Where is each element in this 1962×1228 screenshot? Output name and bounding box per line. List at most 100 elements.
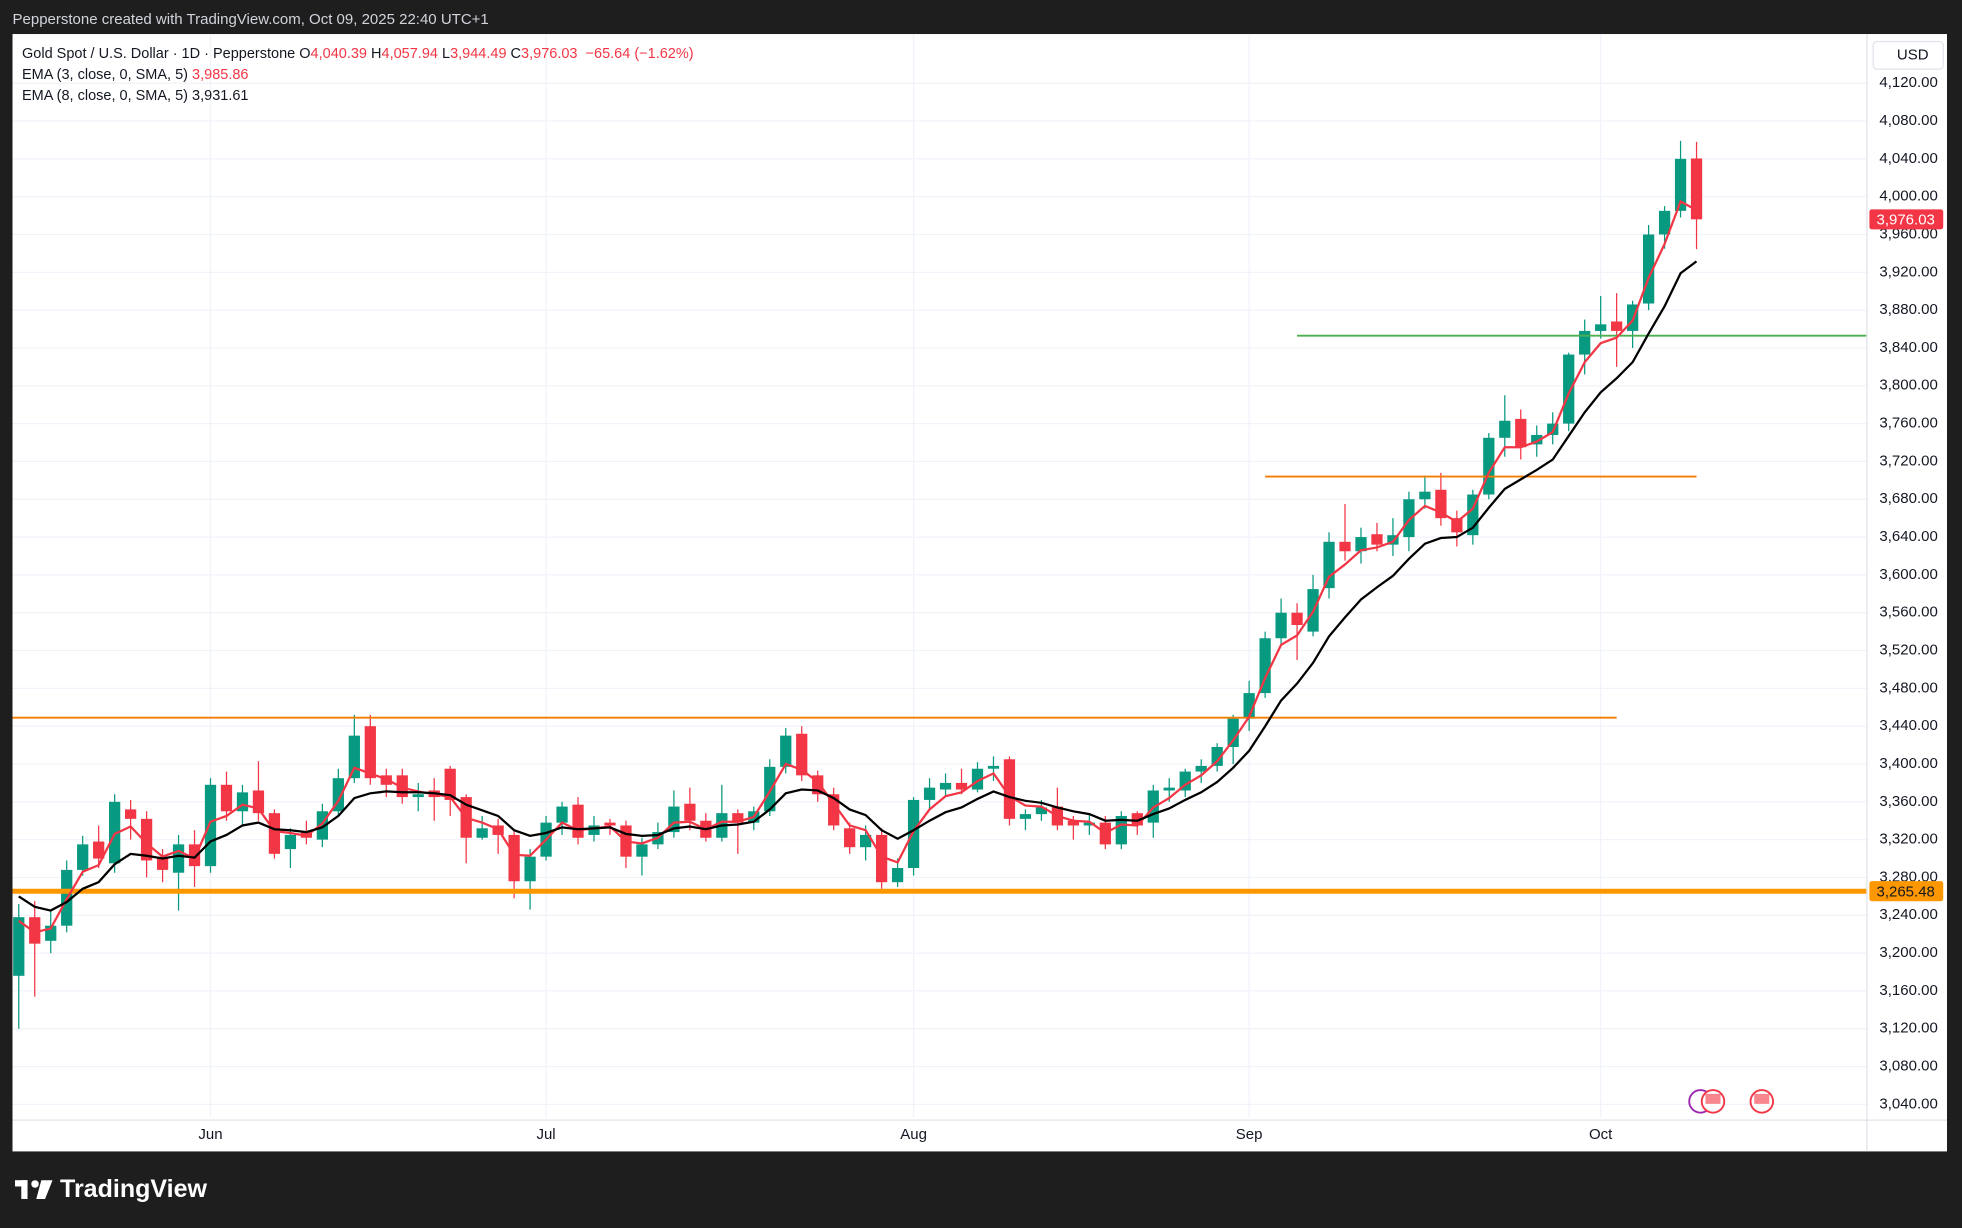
candle-body [444,768,456,800]
y-tick-label: 3,240.00 [1879,906,1937,923]
ohlc-value: 3,976.03 [521,46,578,62]
series-name: EMA (8, close, 0, SMA, 5) [22,88,188,104]
candle-body [236,792,249,812]
candle-body [1243,693,1255,719]
y-tick-label: 3,080.00 [1879,1058,1937,1075]
y-tick-label: 3,720.00 [1879,452,1937,469]
candle-body [1035,807,1048,815]
y-tick-label: 4,120.00 [1879,74,1937,91]
x-tick-label: Sep [1236,1126,1263,1143]
candle-body [284,834,297,850]
candle-body [1371,534,1383,545]
brand-logo [15,1180,53,1199]
candle-body [188,844,201,867]
candle-body [572,804,584,838]
candle-body [780,735,792,767]
candle-body [732,813,744,823]
y-tick-label: 3,360.00 [1879,793,1937,810]
ema-line [18,199,1698,934]
y-tick-label: 3,760.00 [1879,415,1937,432]
x-tick-label: Jun [198,1126,222,1143]
candle-body [764,766,776,812]
candle-body [1611,321,1623,331]
ema-line [18,260,1698,912]
y-tick-label: 4,040.00 [1879,150,1937,167]
candle-body [172,844,185,873]
candle-body [348,735,360,779]
ohlc-key: L [441,46,451,62]
candle-body [156,856,169,870]
y-tick-label: 3,920.00 [1879,263,1937,280]
series-name: EMA (3, close, 0, SMA, 5) [22,67,188,83]
candle-body [252,790,265,814]
candle-body [1275,612,1287,639]
candle-body [939,782,952,790]
candle-body [812,775,824,795]
x-tick-label: Jul [536,1126,555,1143]
event-icons[interactable] [1688,1089,1774,1114]
y-tick-label: 3,440.00 [1879,717,1937,734]
candle-body [412,794,424,798]
x-tick-label: Oct [1589,1126,1613,1143]
candle-body [971,768,984,790]
candle-body [476,828,488,838]
legend-row: Gold Spot / U.S. Dollar · 1D · Peppersto… [22,44,694,65]
currency-box[interactable] [1872,40,1944,70]
candle-body [891,868,904,883]
price-label: 3,976.03 [1876,212,1934,229]
candle-body [1291,612,1303,626]
y-tick-label: 3,560.00 [1879,604,1937,621]
candle-body [604,822,616,826]
ohlc-value: 4,040.39 [310,46,367,62]
currency: USD [1897,46,1929,63]
candle-body [109,801,121,864]
candle-body [1323,541,1335,589]
candle-body [875,834,888,883]
series-value: 3,931.61 [192,88,249,104]
y-tick-label: 3,600.00 [1879,566,1937,583]
candle-body [636,844,648,857]
candle-body [1642,234,1655,304]
candle-body [508,834,520,882]
candle-body [987,765,1000,769]
candle-body [1131,813,1143,826]
price-label: 3,265.48 [1876,883,1934,900]
candle-body [1483,437,1495,495]
candle-body [1595,324,1607,331]
candle-body [1690,158,1703,220]
candle-body [1259,638,1271,694]
candle-body [1658,210,1671,235]
candle-body [316,811,328,840]
candle-body [332,778,344,812]
candle-body [1019,814,1032,819]
candle-body [268,813,281,854]
chart-area [12,34,1947,1152]
y-tick-label: 3,200.00 [1879,944,1937,961]
candle-body [1403,499,1415,538]
y-tick-label: 3,160.00 [1879,982,1937,999]
candle-body [588,825,600,835]
change: −65.64 (−1.62%) [585,46,694,62]
y-tick-label: 3,520.00 [1879,642,1937,659]
ohlc: O4,040.39 H4,057.94 L3,944.49 C3,976.03 [299,46,581,62]
y-tick-label: 4,000.00 [1879,188,1937,205]
candle-body [1674,158,1687,211]
candle-body [1003,759,1016,819]
y-tick-label: 3,680.00 [1879,490,1937,507]
y-tick-label: 3,320.00 [1879,831,1937,848]
candle-body [45,925,57,941]
brand: TradingView [60,1175,207,1203]
candle-body [13,917,25,976]
candle-body [140,818,153,861]
candle-body [955,782,968,790]
ohlc-value: 4,057.94 [381,46,438,62]
candle-body [220,784,233,812]
candle-body [1083,822,1095,826]
y-tick-label: 3,960.00 [1879,225,1937,242]
candle-body [668,806,680,833]
ohlc-key: H [371,46,382,62]
candle-body [1195,765,1207,772]
candle-body [364,726,376,779]
